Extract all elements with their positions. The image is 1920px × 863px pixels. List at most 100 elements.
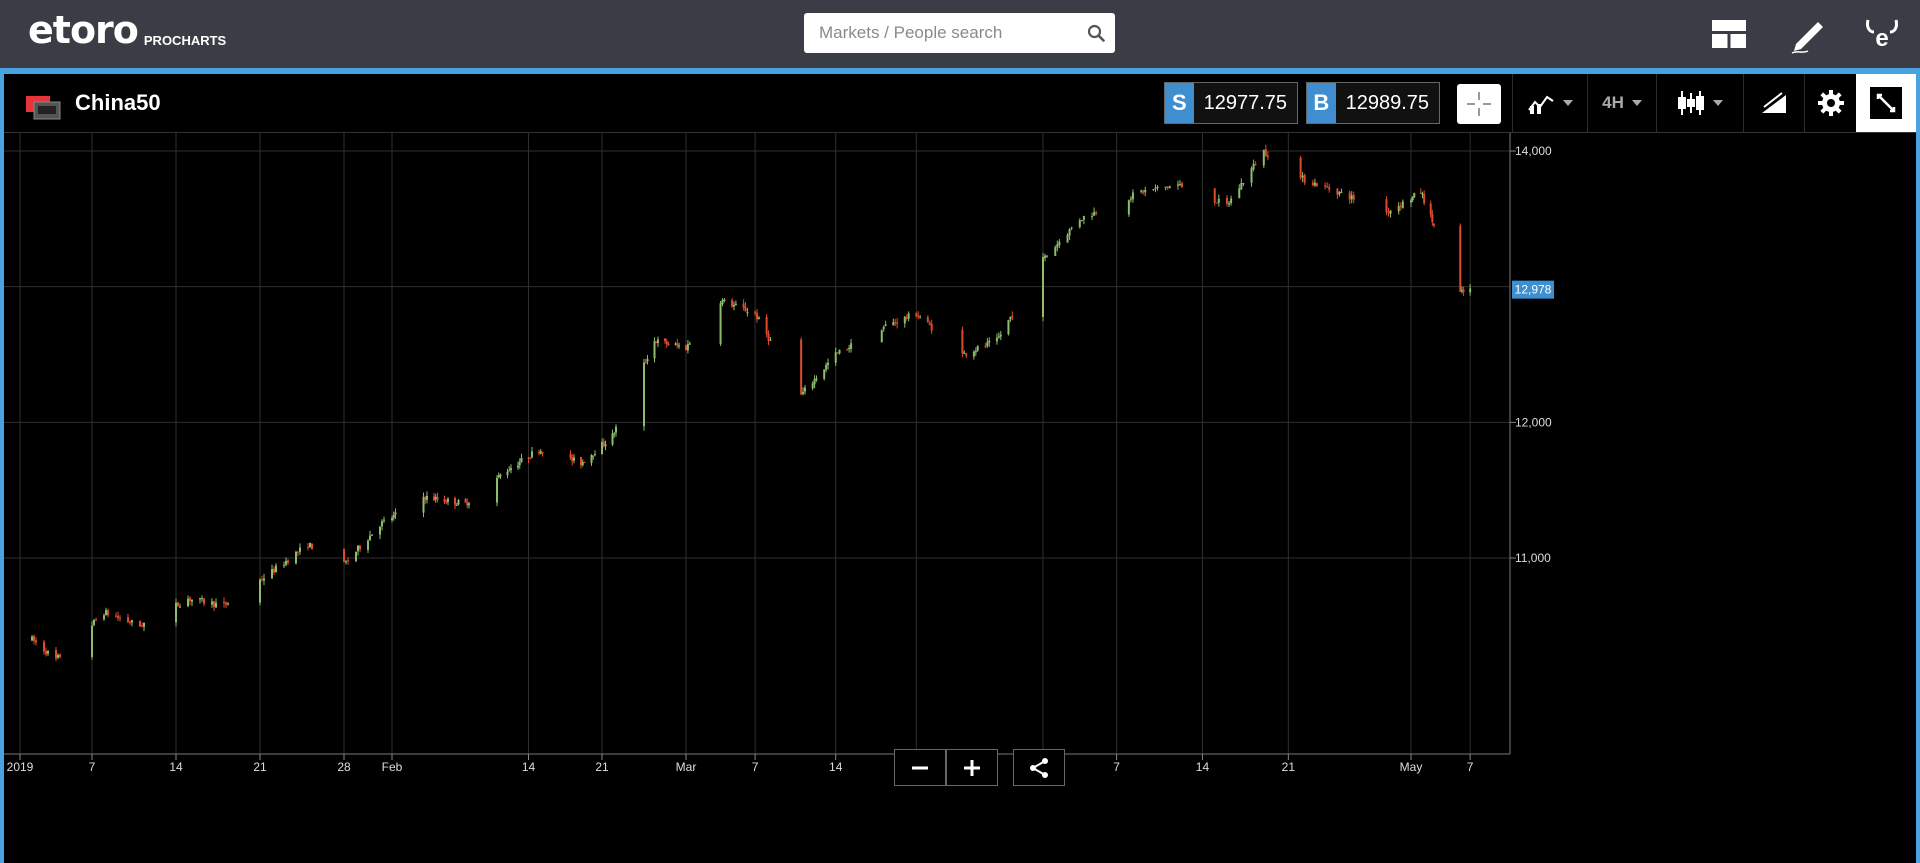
share-button[interactable] (1013, 749, 1065, 786)
layout-icon[interactable] (1709, 14, 1749, 54)
candle-body (1413, 193, 1416, 198)
candle-body (1252, 163, 1255, 170)
candle-body (905, 317, 908, 319)
candle-body (199, 598, 201, 600)
candle-body (517, 465, 519, 468)
candle-body (646, 359, 649, 362)
candle-body (367, 540, 369, 550)
candle-body (510, 468, 512, 471)
candle-body (191, 599, 193, 602)
search-input[interactable] (804, 13, 1079, 53)
candle-body (1338, 191, 1341, 195)
candle-body (721, 300, 724, 305)
candle-body (299, 547, 301, 552)
candle-body (765, 317, 768, 335)
candle-body (91, 625, 93, 658)
candle-body (903, 316, 906, 324)
drawing-tools-icon (1762, 92, 1786, 113)
zoom-in-button[interactable] (946, 749, 998, 786)
sell-button[interactable]: S 12977.75 (1164, 82, 1298, 124)
candle-body (850, 343, 853, 349)
search-icon[interactable] (1087, 24, 1105, 42)
price-chart[interactable]: 14,000 12,000 11,000 2019 7 14 21 28 Feb 14 21 Mar 7… (4, 133, 1916, 863)
zoom-controls (894, 749, 998, 786)
candle-body (177, 602, 179, 606)
candle-body (892, 322, 895, 326)
candle-body (1324, 185, 1327, 187)
candle-body (1352, 194, 1355, 200)
pencil-icon[interactable] (1788, 14, 1828, 54)
candle-body (1397, 206, 1400, 212)
candle-body (827, 362, 830, 366)
candle-body (836, 352, 839, 354)
etoro-avatar-icon[interactable]: e (1862, 14, 1902, 54)
timeframe-button[interactable]: 4H (1587, 74, 1656, 132)
minus-icon (912, 766, 928, 769)
candle-body (141, 625, 143, 627)
candle-body (926, 317, 929, 322)
candle-body (604, 444, 607, 447)
candle-body (1385, 199, 1388, 212)
x-tick-label: 2019 (7, 760, 34, 774)
x-tick-label: 21 (253, 760, 267, 774)
candle-body (213, 601, 215, 607)
candle-body (531, 451, 533, 458)
candle-body (972, 351, 975, 357)
candle-body (275, 565, 277, 572)
candle-body (1154, 187, 1157, 189)
candle-body (643, 362, 645, 427)
candle-body (963, 352, 966, 354)
candle-body (997, 336, 1000, 338)
candle-body (381, 521, 383, 527)
candle-body (422, 497, 425, 513)
candle-body (882, 326, 885, 330)
candle-body (815, 378, 818, 380)
candle-body (742, 303, 745, 308)
candle-body (802, 391, 805, 395)
plus-icon (964, 759, 980, 776)
candle-body (307, 546, 309, 548)
etoro-logo[interactable]: etoro PROCHARTS (28, 10, 226, 50)
candle-body (986, 342, 989, 347)
candle-body (676, 343, 679, 346)
zoom-out-button[interactable] (894, 749, 946, 786)
settings-button[interactable] (1804, 74, 1857, 132)
x-tick-label: 14 (829, 760, 843, 774)
indicators-button[interactable] (1512, 74, 1587, 132)
x-tick-label: 7 (1467, 760, 1474, 774)
candle-body (424, 497, 427, 501)
x-tick-label: 21 (595, 760, 609, 774)
expand-button[interactable] (1856, 74, 1916, 132)
candle-body (371, 534, 373, 536)
candle-body (1176, 184, 1179, 186)
candle-body (1254, 164, 1257, 166)
candle-body (518, 462, 521, 466)
candle-body (1168, 186, 1171, 189)
candle-body (1166, 186, 1169, 188)
logo-word: etoro (28, 8, 139, 52)
candle-body (189, 597, 191, 601)
candle-body (129, 621, 131, 624)
candle-body (203, 598, 205, 604)
candle-body (1431, 214, 1434, 223)
search-box[interactable] (804, 13, 1115, 53)
candle-body (734, 303, 737, 305)
candle-body (1301, 175, 1304, 178)
candle-body (569, 453, 572, 458)
crosshair-button[interactable] (1457, 84, 1501, 124)
candle-body (674, 343, 677, 345)
drawing-tools-button[interactable] (1743, 74, 1804, 132)
instrument-name[interactable]: China50 (75, 90, 161, 115)
candle-body (1164, 186, 1167, 188)
candle-body (468, 503, 470, 506)
chart-type-button[interactable] (1656, 74, 1743, 132)
candle-body (1009, 316, 1012, 320)
candle-body (455, 504, 458, 506)
buy-button[interactable]: B 12989.75 (1306, 82, 1440, 124)
candle-body (345, 561, 347, 563)
candle-body (984, 345, 987, 347)
chart-toolbar: China50 S 12977.75 B 12989.75 (4, 74, 1916, 133)
candle-body (1056, 244, 1059, 248)
candle-body (665, 341, 668, 345)
candle-body (223, 601, 225, 604)
